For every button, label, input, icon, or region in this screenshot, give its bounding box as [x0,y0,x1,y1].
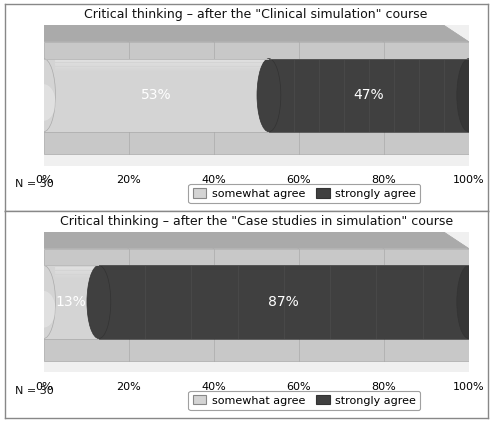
Text: N = 30: N = 30 [15,179,53,189]
Text: N = 30: N = 30 [15,386,53,396]
Legend: somewhat agree, strongly agree: somewhat agree, strongly agree [188,391,421,410]
Legend: somewhat agree, strongly agree: somewhat agree, strongly agree [188,184,421,203]
